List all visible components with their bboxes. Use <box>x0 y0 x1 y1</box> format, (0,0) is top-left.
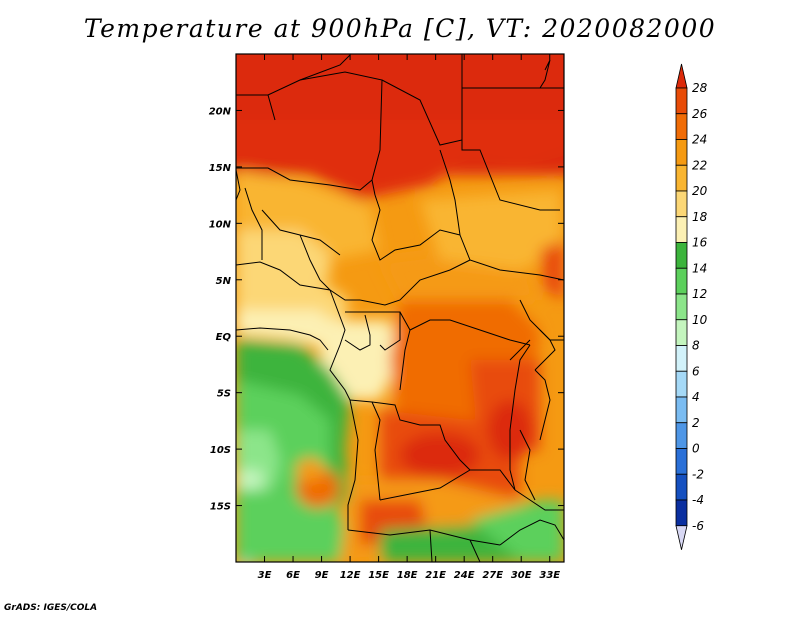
colorbar-segment <box>675 242 688 269</box>
country-borders <box>236 54 564 562</box>
lon-tick-label: 15E <box>368 570 389 581</box>
lon-tick-label: 9E <box>315 570 329 581</box>
lat-tick-label: 10N <box>209 219 232 230</box>
colorbar-level-label: 14 <box>692 261 707 275</box>
grads-credit: GrADS: IGES/COLA <box>4 603 98 613</box>
colorbar-level-label: 22 <box>692 158 707 172</box>
colorbar-segment <box>675 422 688 449</box>
lat-tick-label: 15N <box>209 163 232 174</box>
lon-tick-label: 21E <box>425 570 446 581</box>
temperature-field <box>236 54 564 562</box>
colorbar-level-label: 8 <box>692 339 700 353</box>
colorbar-segment <box>675 345 688 372</box>
colorbar-level-label: -2 <box>692 467 704 481</box>
lon-tick-label: 6E <box>286 570 300 581</box>
colorbar-level-label: 2 <box>692 416 700 430</box>
colorbar-segment <box>675 319 688 346</box>
colorbar-level-label: 20 <box>692 184 708 198</box>
lon-tick-label: 3E <box>258 570 272 581</box>
axis-ticks: 3E 6E 9E 12E 15E 18E 21E 24E 27E 30E 33E 20N 15N 10N 5… <box>209 54 564 581</box>
colorbar-segment <box>675 216 688 243</box>
colorbar-segment <box>675 396 688 424</box>
colorbar-level-label: 18 <box>692 210 708 224</box>
colorbar-level-label: 16 <box>692 236 708 250</box>
lat-tick-label: 5S <box>217 389 231 400</box>
colorbar-level-label: 4 <box>692 390 700 404</box>
lat-tick-label: 15S <box>210 502 231 513</box>
lon-tick-label: 18E <box>397 570 418 581</box>
lon-tick-label: 33E <box>539 570 560 581</box>
lat-tick-label: 10S <box>210 445 231 456</box>
colorbar-segment <box>675 448 688 475</box>
lon-tick-label: 12E <box>340 570 361 581</box>
lon-tick-label: 27E <box>482 570 503 581</box>
colorbar-segment <box>675 293 688 321</box>
colorbar-segment <box>675 87 688 115</box>
colorbar-segment <box>675 190 688 218</box>
colorbar-top-arrow <box>675 63 688 89</box>
colorbar-segment <box>675 267 688 295</box>
colorbar-level-label: 6 <box>692 364 700 378</box>
colorbar-segment <box>675 139 688 166</box>
colorbar-level-label: 0 <box>692 442 700 456</box>
colorbar-segment <box>675 473 688 501</box>
map-frame <box>235 53 565 563</box>
lon-tick-label: 24E <box>454 570 475 581</box>
colorbar-segment <box>675 370 688 398</box>
colorbar-segment <box>675 499 688 527</box>
lon-tick-label: 30E <box>511 570 532 581</box>
map-title: Temperature at 900hPa [C], VT: 202008200… <box>83 14 717 43</box>
colorbar-segment <box>675 113 688 140</box>
colorbar-level-label: 24 <box>692 133 707 147</box>
lat-tick-label: 20N <box>209 106 232 117</box>
colorbar-level-label: 26 <box>692 107 708 121</box>
colorbar-level-label: -4 <box>692 493 704 507</box>
lat-tick-label: 5N <box>216 276 232 287</box>
lat-tick-label: EQ <box>216 332 232 343</box>
colorbar-level-label: -6 <box>692 519 704 533</box>
colorbar-bottom-arrow <box>675 525 688 550</box>
colorbar-level-label: 28 <box>692 81 708 95</box>
colorbar-segment <box>675 164 688 192</box>
colorbar-level-label: 10 <box>692 313 708 327</box>
colorbar-level-label: 12 <box>692 287 707 301</box>
